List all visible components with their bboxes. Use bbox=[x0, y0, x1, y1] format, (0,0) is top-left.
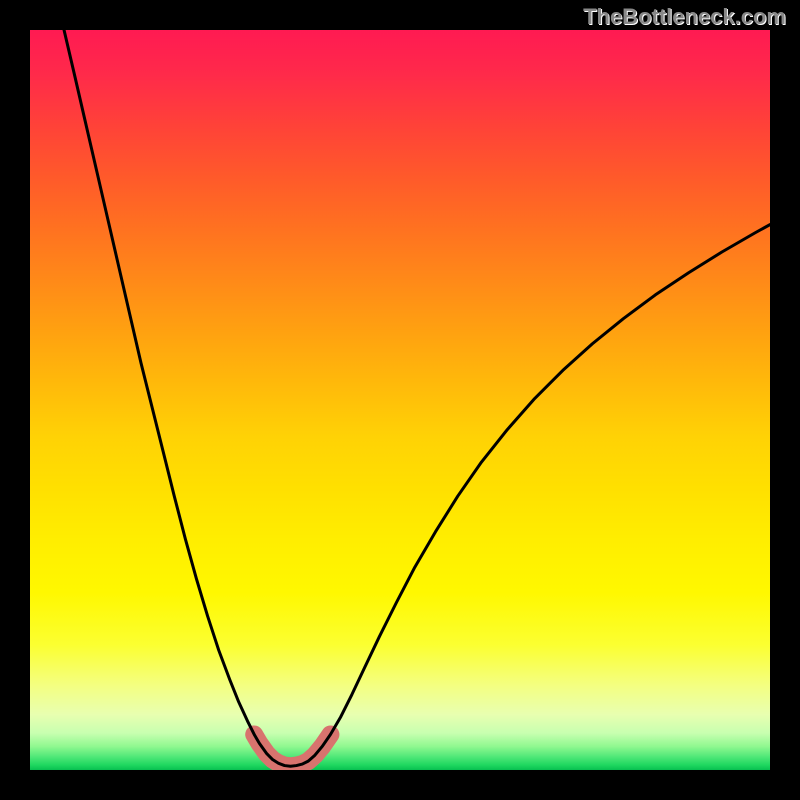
plot-background bbox=[30, 30, 770, 770]
plot-svg bbox=[30, 30, 770, 770]
chart-container: TheBottleneck.com bbox=[0, 0, 800, 800]
watermark-text: TheBottleneck.com bbox=[583, 4, 786, 30]
